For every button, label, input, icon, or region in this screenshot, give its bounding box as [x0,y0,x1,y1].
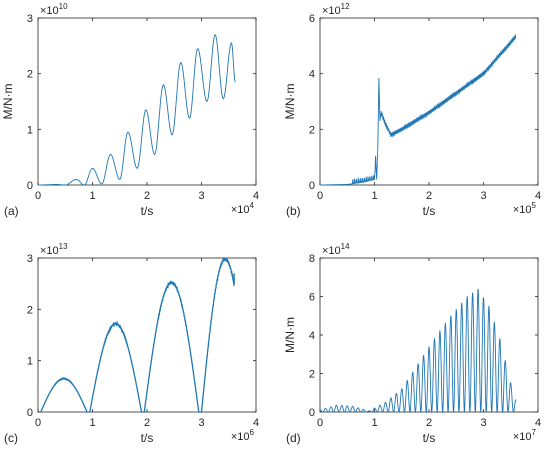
x-exponent: ×105 [513,201,537,216]
x-tick-label: 4 [253,190,259,202]
x-axis-label: t/s [141,204,154,218]
x-tick-label: 4 [253,417,259,429]
y-exponent-power: 14 [341,242,350,251]
y-tick-label: 6 [309,13,315,25]
data-series-line [319,288,517,414]
x-tick-label: 1 [371,190,377,202]
y-tick-label: 0 [27,180,33,192]
x-tick-label: 3 [480,417,486,429]
x-tick-label: 0 [35,190,41,202]
y-exponent-power: 13 [59,242,68,251]
panel-label: (a) [4,204,19,218]
y-tick-label: 2 [309,369,315,381]
panel-c: 0 1 2 3 4 0 1 2 3 ×1013 ×106 t/s (c) [4,242,259,445]
y-tick-label: 0 [27,407,33,419]
x-tick-label: 2 [144,190,150,202]
y-tick-label: 6 [309,292,315,304]
x-tick-label: 0 [35,417,41,429]
y-tick-label: 0 [309,180,315,192]
y-tick-label: 4 [309,330,315,342]
x-tick-label: 0 [317,417,323,429]
y-exponent: ×1013 [40,242,68,257]
plot-frame [319,257,539,413]
y-tick-label: 2 [309,124,315,136]
y-tick-label: 1 [27,124,33,136]
data-series-line [40,257,235,413]
x-tick-label: 3 [480,190,486,202]
x-exponent: ×104 [231,201,255,216]
x-axis-label: t/s [423,431,436,445]
x-exponent-power: 7 [532,428,537,437]
x-tick-label: 3 [198,190,204,202]
x-tick-label: 1 [89,417,95,429]
y-axis-label: M/N·m [283,317,297,353]
x-axis-label: t/s [141,431,154,445]
y-tick-label: 0 [309,407,315,419]
panel-label: (b) [286,204,301,218]
y-axis-label: M/N·m [1,84,15,120]
data-series-line [37,33,236,186]
plot-frame [319,17,539,186]
x-tick-label: 1 [89,190,95,202]
y-tick-label: 1 [27,356,33,368]
plot-frame [37,17,257,186]
panel-label: (d) [286,431,301,445]
x-exponent: ×106 [231,428,255,443]
y-exponent: ×1014 [322,242,350,257]
x-tick-label: 2 [426,190,432,202]
panel-d: 0 1 2 3 4 0 2 4 6 8 ×1014 ×107 t/s M/N·m (d) [283,242,541,445]
x-tick-label: 2 [144,417,150,429]
y-tick-label: 8 [309,253,315,265]
x-exponent-power: 5 [532,201,537,210]
x-exponent-power: 6 [250,428,255,437]
y-tick-label: 2 [27,69,33,81]
y-tick-label: 3 [27,253,33,265]
x-exponent: ×107 [513,428,537,443]
x-tick-label: 3 [198,417,204,429]
y-axis-label: M/N·m [283,84,297,120]
y-exponent: ×1012 [322,2,350,17]
x-tick-label: 4 [535,417,541,429]
x-tick-label: 1 [371,417,377,429]
x-tick-label: 4 [535,190,541,202]
y-tick-label: 3 [27,13,33,25]
y-exponent-power: 12 [341,2,350,11]
data-series-line [320,33,517,186]
y-exponent: ×1010 [40,2,68,17]
x-tick-label: 0 [317,190,323,202]
x-axis-label: t/s [423,204,436,218]
y-tick-label: 2 [27,304,33,316]
panel-a: 0 1 2 3 4 0 1 2 3 ×1010 ×104 t/s M/N·m (a) [1,2,259,218]
panel-label: (c) [4,431,18,445]
x-exponent-power: 4 [250,201,255,210]
y-tick-label: 4 [309,69,315,81]
y-exponent-power: 10 [59,2,68,11]
x-tick-label: 2 [426,417,432,429]
